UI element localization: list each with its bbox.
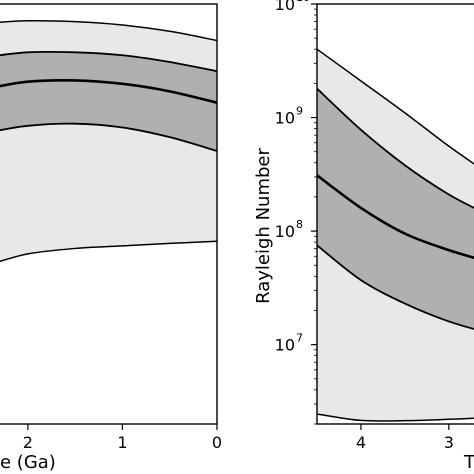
x-tick-label: 0 (212, 433, 222, 452)
x-tick-label: 2 (23, 433, 33, 452)
outer-lower-line (0, 240, 218, 263)
inner-upper-line (0, 50, 218, 73)
outer-upper-line (0, 19, 218, 42)
left-bands (0, 20, 217, 262)
right-plot-frame (316, 3, 474, 425)
outer-upper-line (316, 48, 474, 165)
left-panel: 2 1 0 e (Ga) (0, 3, 222, 473)
inner-lower-line (0, 122, 218, 152)
x-tick-label: 3 (444, 433, 454, 452)
y-tick-label: 10 (275, 109, 295, 128)
right-lines (316, 48, 474, 422)
y-tick-label: 10 (275, 336, 295, 355)
y-tick-label: 10 (275, 222, 295, 241)
left-plot-frame (0, 3, 218, 425)
y-tick-label: 10 (275, 0, 295, 14)
right-panel: 43 1071081091010 Rayleigh Number T (253, 0, 474, 473)
left-x-axis-label: e (Ga) (0, 452, 56, 473)
left-lines (0, 19, 218, 263)
y-tick-exponent: 10 (296, 0, 310, 4)
median-line (316, 174, 474, 260)
inner-range-band (317, 88, 474, 330)
x-tick-label: 1 (117, 433, 127, 452)
y-tick-exponent: 8 (296, 218, 303, 231)
inner-lower-line (316, 244, 474, 330)
y-tick-exponent: 9 (296, 105, 303, 118)
inner-range-band (0, 51, 217, 151)
outer-lower-line (316, 413, 474, 422)
x-tick-label: 4 (356, 433, 366, 452)
right-x-axis-label-fragment: T (463, 452, 474, 473)
right-y-ticks: 1071081091010 (275, 0, 317, 425)
median-line (0, 79, 218, 104)
right-bands (317, 49, 474, 422)
y-tick-exponent: 7 (296, 332, 303, 345)
left-x-ticks: 2 1 0 (23, 424, 222, 452)
inner-upper-line (316, 87, 474, 209)
right-y-axis-label: Rayleigh Number (253, 148, 274, 304)
